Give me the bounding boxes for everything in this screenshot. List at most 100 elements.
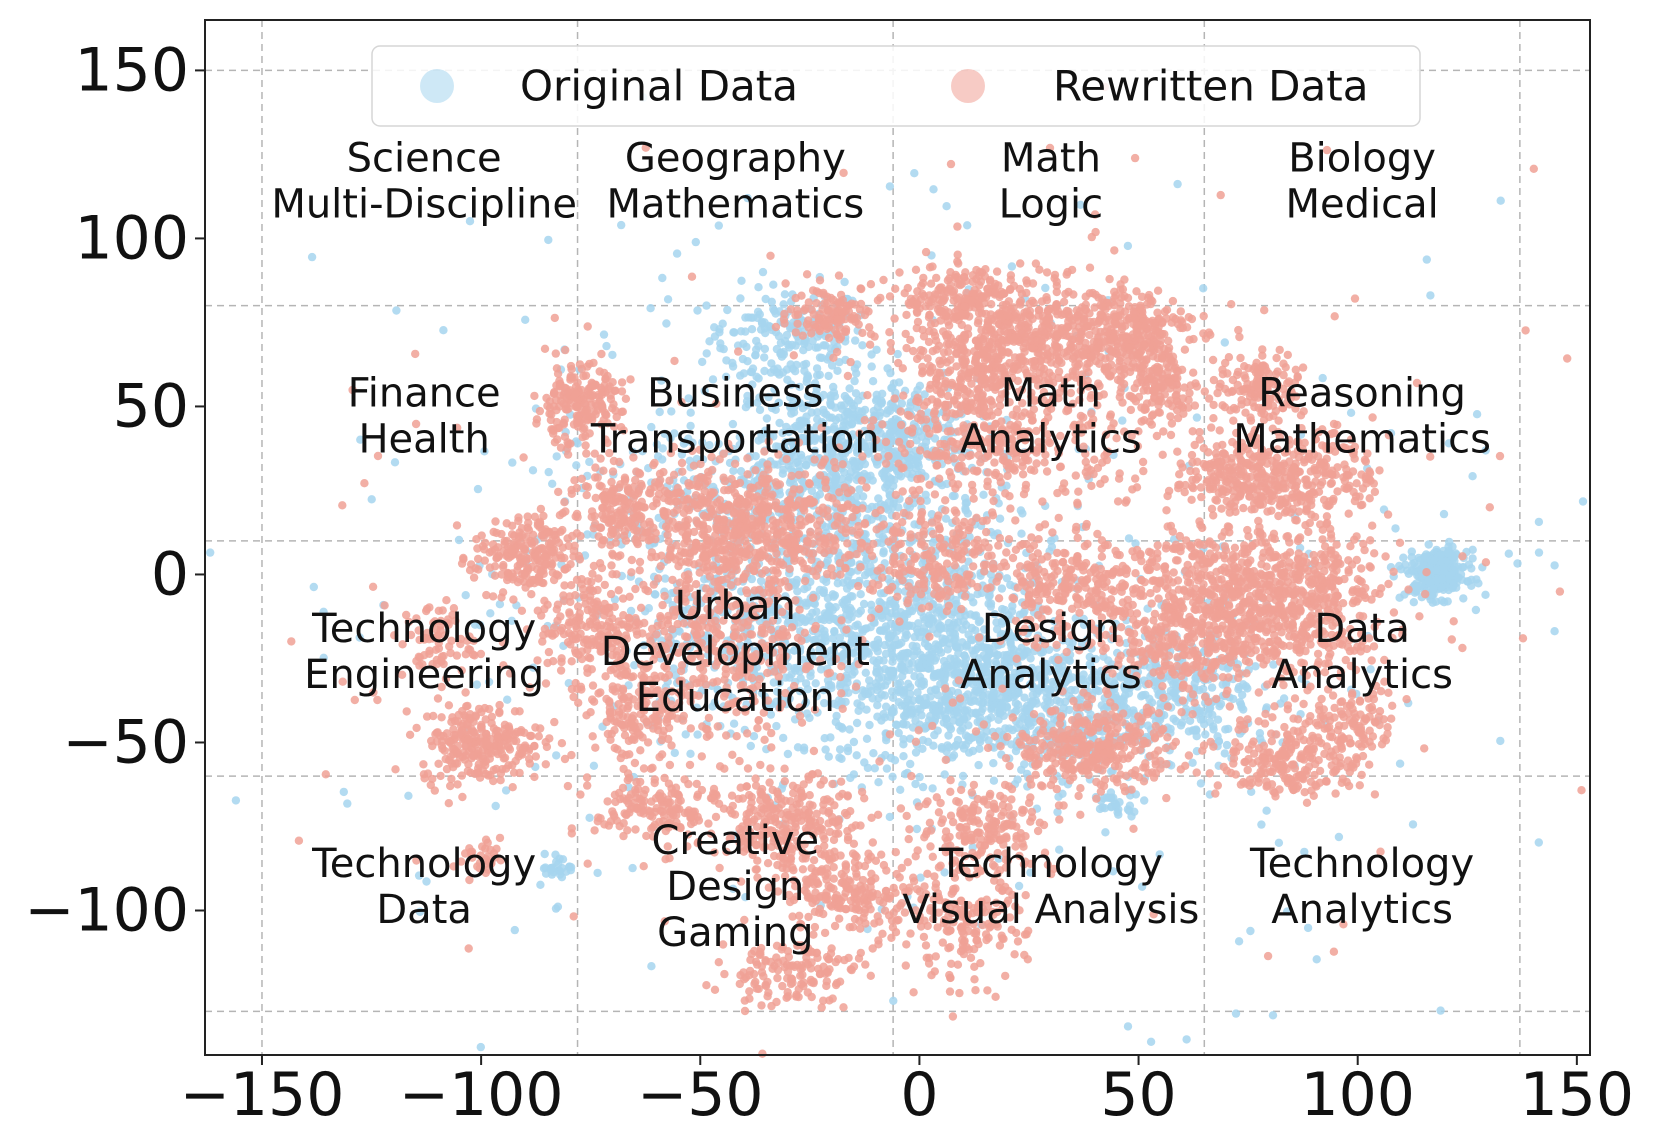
scatter-point xyxy=(835,299,844,308)
scatter-point xyxy=(651,590,660,599)
scatter-point xyxy=(582,490,591,500)
scatter-point xyxy=(1534,548,1544,557)
scatter-point xyxy=(856,701,866,710)
scatter-point xyxy=(561,345,570,355)
scatter-point xyxy=(1140,796,1149,805)
scatter-point xyxy=(887,708,897,717)
scatter-point xyxy=(1075,341,1084,351)
scatter-point xyxy=(791,293,800,303)
scatter-point xyxy=(1578,497,1588,506)
scatter-point xyxy=(827,361,837,370)
scatter-point xyxy=(917,281,926,291)
scatter-point xyxy=(1007,262,1017,271)
scatter-point xyxy=(508,458,517,467)
scatter-point xyxy=(950,491,959,501)
scatter-point xyxy=(801,461,811,470)
scatter-point xyxy=(781,279,790,288)
scatter-point xyxy=(672,249,682,258)
scatter-point xyxy=(989,759,998,768)
scatter-point xyxy=(920,615,930,625)
scatter-point xyxy=(845,473,854,482)
scatter-point xyxy=(918,782,928,792)
scatter-point xyxy=(571,389,580,398)
scatter-point xyxy=(803,391,813,401)
scatter-point xyxy=(819,290,828,299)
scatter-point xyxy=(1213,715,1223,724)
scatter-point xyxy=(837,723,846,732)
scatter-point xyxy=(770,385,779,394)
scatter-point xyxy=(716,344,725,353)
scatter-point xyxy=(693,730,702,739)
scatter-point xyxy=(898,649,907,659)
scatter-point xyxy=(570,476,579,485)
scatter-point xyxy=(978,293,987,302)
scatter-point xyxy=(820,408,829,418)
scatter-point xyxy=(918,289,927,299)
scatter-point xyxy=(852,718,862,728)
scatter-point xyxy=(760,366,769,376)
scatter-point xyxy=(723,305,732,315)
scatter-point xyxy=(1474,579,1483,588)
scatter-point xyxy=(862,734,872,743)
scatter-point xyxy=(553,424,563,433)
scatter-point xyxy=(1222,740,1232,750)
scatter-point xyxy=(1205,717,1215,727)
scatter-point xyxy=(1395,593,1404,602)
scatter-point xyxy=(738,354,748,364)
scatter-point xyxy=(971,611,981,620)
scatter-point xyxy=(561,404,570,414)
scatter-point xyxy=(1407,553,1416,562)
scatter-point xyxy=(787,380,796,389)
scatter-point xyxy=(552,364,562,373)
scatter-point xyxy=(566,361,576,371)
scatter-point xyxy=(1262,806,1271,815)
scatter-point xyxy=(1238,690,1247,700)
scatter-point xyxy=(573,415,582,425)
scatter-point xyxy=(1176,721,1186,730)
scatter-point xyxy=(1031,259,1041,268)
scatter-point xyxy=(551,395,561,405)
scatter-point xyxy=(772,721,781,731)
scatter-point xyxy=(562,393,572,403)
scatter-point xyxy=(845,384,854,393)
scatter-point xyxy=(1468,472,1477,481)
scatter-point xyxy=(856,590,865,599)
scatter-point xyxy=(824,371,833,381)
scatter-point xyxy=(815,326,824,336)
scatter-point xyxy=(617,407,626,417)
scatter-point xyxy=(1054,792,1063,801)
scatter-point xyxy=(728,362,738,371)
scatter-point xyxy=(891,284,900,293)
scatter-point xyxy=(808,286,818,295)
scatter-point xyxy=(1231,1009,1241,1018)
scatter-point xyxy=(865,720,874,730)
scatter-point xyxy=(510,925,519,935)
scatter-point xyxy=(606,489,615,498)
scatter-point xyxy=(912,824,922,834)
scatter-point xyxy=(769,280,778,289)
scatter-point xyxy=(708,375,718,384)
scatter-point xyxy=(906,710,916,719)
scatter-point xyxy=(1422,255,1432,264)
scatter-point xyxy=(646,304,655,313)
scatter-point xyxy=(1471,605,1481,615)
scatter-point xyxy=(939,638,948,647)
scatter-point xyxy=(902,720,911,729)
scatter-point xyxy=(940,694,949,704)
scatter-point xyxy=(857,284,866,294)
scatter-point xyxy=(847,420,857,429)
scatter-point xyxy=(1424,540,1433,549)
scatter-point xyxy=(861,306,871,315)
scatter-point xyxy=(1246,926,1255,936)
scatter-point xyxy=(813,371,822,380)
scatter-point xyxy=(888,772,897,781)
scatter-point xyxy=(1207,683,1217,692)
scatter-point xyxy=(899,711,909,721)
scatter-point xyxy=(608,350,617,360)
scatter-point xyxy=(925,263,935,272)
scatter-point xyxy=(888,657,897,666)
scatter-point xyxy=(961,504,970,513)
scatter-point xyxy=(746,741,755,751)
scatter-point xyxy=(691,237,700,247)
scatter-point xyxy=(553,902,563,911)
